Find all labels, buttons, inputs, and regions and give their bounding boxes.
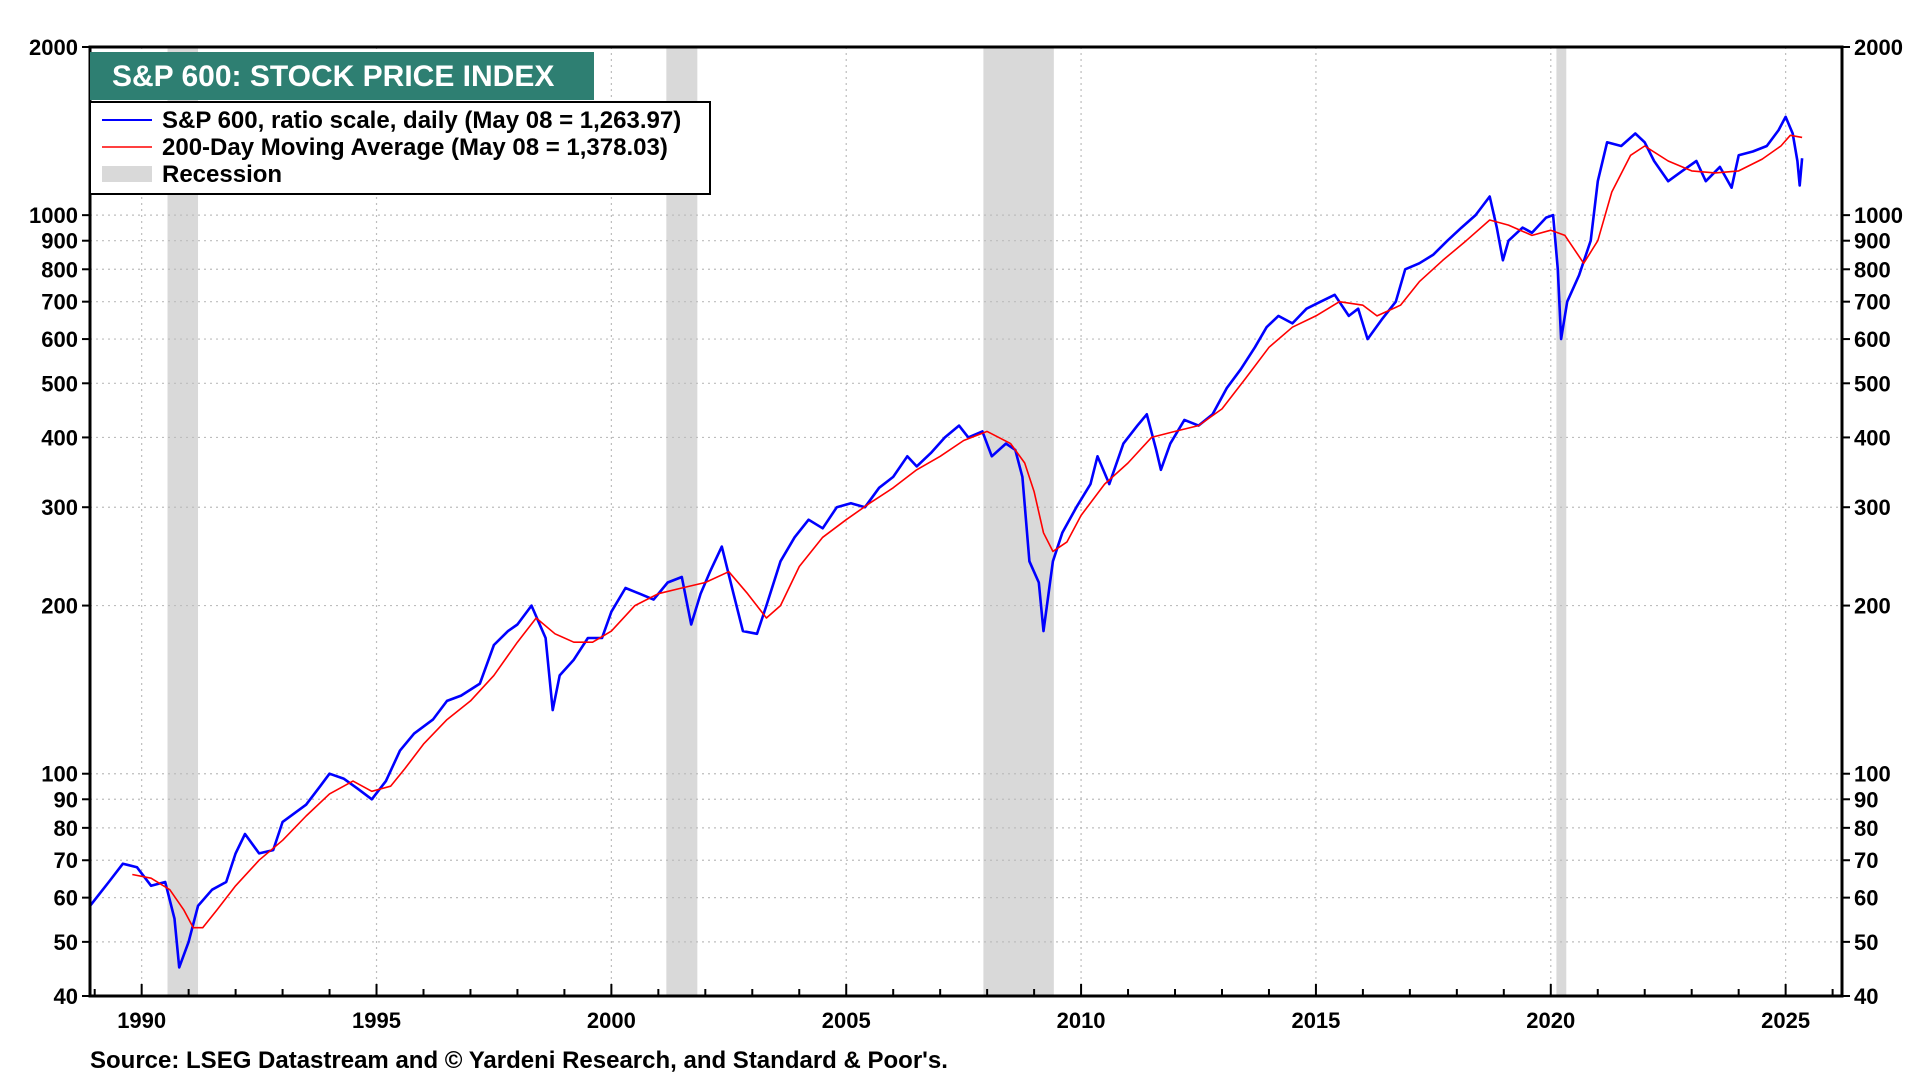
y-tick-label-right-10: 500 — [1854, 371, 1891, 396]
recession-bands — [167, 47, 1567, 996]
recession-band-1 — [666, 47, 698, 996]
legend-label-recession: Recession — [162, 161, 282, 188]
series-lines — [88, 115, 1804, 969]
y-tick-label-left-13: 800 — [41, 257, 78, 282]
y-tick-label-left-0: 40 — [54, 984, 78, 1009]
recession-band-0 — [167, 47, 199, 996]
y-tick-label-left-9: 400 — [41, 425, 78, 450]
y-tick-label-right-0: 40 — [1854, 984, 1878, 1009]
y-tick-label-right-1: 50 — [1854, 930, 1878, 955]
y-tick-label-left-4: 80 — [54, 816, 78, 841]
y-tick-label-right-3: 70 — [1854, 848, 1878, 873]
x-tick-label-7: 2025 — [1761, 1008, 1810, 1033]
y-tick-label-left-2: 60 — [54, 886, 78, 911]
y-tick-label-right-2: 60 — [1854, 886, 1878, 911]
y-tick-label-left-8: 300 — [41, 495, 78, 520]
legend-swatch-recession — [102, 166, 152, 182]
legend: S&P 600, ratio scale, daily (May 08 = 1,… — [89, 101, 711, 195]
legend-label-sp600: S&P 600, ratio scale, daily (May 08 = 1,… — [162, 107, 681, 134]
y-tick-label-left-14: 900 — [41, 229, 78, 254]
y-tick-label-right-15: 1000 — [1854, 203, 1903, 228]
x-tick-label-0: 1990 — [117, 1008, 166, 1033]
recession-band-2 — [983, 47, 1054, 996]
y-tick-label-left-16: 2000 — [29, 35, 78, 60]
y-tick-label-right-9: 400 — [1854, 425, 1891, 450]
grid-lines — [90, 46, 1842, 997]
series-line-ma200 — [132, 134, 1803, 929]
x-tick-label-2: 2000 — [587, 1008, 636, 1033]
chart-title: S&P 600: STOCK PRICE INDEX — [112, 60, 554, 93]
y-tick-label-left-12: 700 — [41, 290, 78, 315]
y-tick-label-left-10: 500 — [41, 371, 78, 396]
title-banner: S&P 600: STOCK PRICE INDEX — [90, 52, 594, 100]
y-tick-label-right-13: 800 — [1854, 257, 1891, 282]
legend-box — [89, 101, 711, 195]
x-tick-label-4: 2010 — [1057, 1008, 1106, 1033]
source-note: Source: LSEG Datastream and © Yardeni Re… — [90, 1047, 948, 1074]
title-background — [90, 52, 594, 100]
series-line-sp600 — [88, 115, 1804, 969]
y-tick-label-right-7: 200 — [1854, 594, 1891, 619]
y-tick-label-right-5: 90 — [1854, 787, 1878, 812]
y-tick-label-right-8: 300 — [1854, 495, 1891, 520]
y-tick-label-right-16: 2000 — [1854, 35, 1903, 60]
x-tick-label-3: 2005 — [822, 1008, 871, 1033]
x-tick-label-6: 2020 — [1526, 1008, 1575, 1033]
legend-label-ma200: 200-Day Moving Average (May 08 = 1,378.0… — [162, 134, 668, 161]
y-tick-label-left-1: 50 — [54, 930, 78, 955]
y-tick-label-left-7: 200 — [41, 594, 78, 619]
plot-frame — [88, 45, 1844, 998]
y-tick-label-left-6: 100 — [41, 762, 78, 787]
y-tick-label-left-11: 600 — [41, 327, 78, 352]
y-tick-label-right-12: 700 — [1854, 290, 1891, 315]
y-tick-label-left-5: 90 — [54, 787, 78, 812]
recession-band-3 — [1556, 47, 1567, 996]
y-tick-label-right-6: 100 — [1854, 762, 1891, 787]
x-tick-label-5: 2015 — [1291, 1008, 1340, 1033]
y-tick-label-right-11: 600 — [1854, 327, 1891, 352]
y-tick-label-left-15: 1000 — [29, 203, 78, 228]
y-tick-label-right-4: 80 — [1854, 816, 1878, 841]
y-tick-label-right-14: 900 — [1854, 229, 1891, 254]
y-tick-label-left-3: 70 — [54, 848, 78, 873]
x-tick-label-1: 1995 — [352, 1008, 401, 1033]
